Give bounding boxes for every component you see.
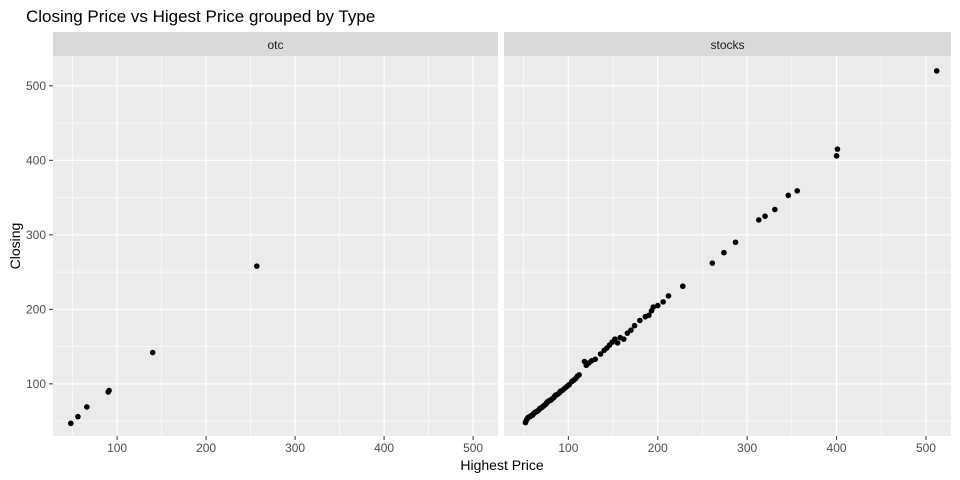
data-point — [149, 349, 156, 356]
x-tick-label: 200 — [648, 441, 668, 455]
x-tick-label: 500 — [463, 441, 483, 455]
x-tick-label: 500 — [916, 441, 936, 455]
facet-panels: otc 100 200 300 400 500 stocks 100 200 300 400 500 — [53, 32, 951, 455]
data-point — [833, 153, 840, 159]
data-point — [106, 387, 112, 394]
y-axis: 100 200 300 400 500 — [26, 79, 53, 391]
data-point — [762, 213, 768, 219]
data-point — [576, 372, 582, 378]
panel-background — [53, 56, 498, 436]
data-point — [597, 351, 604, 357]
y-tick-label: 200 — [26, 302, 46, 316]
facet-strip — [53, 32, 498, 56]
x-tick-label: 300 — [285, 441, 305, 455]
data-point — [620, 336, 627, 342]
facet-strip-label: otc — [267, 38, 283, 52]
data-point — [721, 249, 727, 256]
data-point — [772, 206, 778, 213]
x-tick-label: 200 — [196, 441, 216, 455]
y-tick-label: 300 — [26, 228, 46, 242]
x-axis-title: Highest Price — [460, 457, 543, 473]
data-point — [834, 146, 841, 152]
data-point — [755, 217, 762, 223]
data-point — [933, 68, 940, 74]
facet-strip-label: stocks — [710, 38, 744, 52]
data-point — [628, 327, 634, 333]
data-point — [785, 192, 792, 199]
x-tick-label: 400 — [827, 441, 847, 455]
x-tick-label: 100 — [107, 441, 127, 455]
y-tick-label: 100 — [26, 377, 46, 391]
data-point — [614, 340, 621, 346]
x-tick-label: 100 — [558, 441, 578, 455]
data-point — [794, 188, 801, 194]
data-point — [75, 413, 81, 420]
data-point — [254, 263, 260, 269]
x-tick-label: 300 — [737, 441, 757, 455]
data-point — [631, 322, 638, 329]
data-point — [592, 356, 598, 363]
y-tick-label: 400 — [26, 153, 46, 167]
facet-strip — [504, 32, 951, 56]
y-axis-title: Closing — [7, 223, 23, 270]
data-point — [660, 299, 666, 305]
facet-panel-otc: otc 100 200 300 400 500 — [53, 32, 498, 455]
data-point — [654, 302, 661, 309]
chart-title: Closing Price vs Higest Price grouped by… — [26, 7, 375, 26]
data-point — [650, 304, 657, 310]
data-point — [709, 260, 716, 266]
data-point — [732, 239, 739, 246]
data-point — [637, 317, 643, 324]
y-tick-label: 500 — [26, 79, 46, 93]
data-point — [646, 312, 652, 319]
data-point — [665, 293, 672, 299]
x-tick-label: 400 — [374, 441, 394, 455]
facet-panel-stocks: stocks 100 200 300 400 500 — [504, 32, 951, 455]
data-point — [680, 283, 686, 290]
data-point — [68, 420, 74, 427]
data-point — [84, 404, 90, 410]
